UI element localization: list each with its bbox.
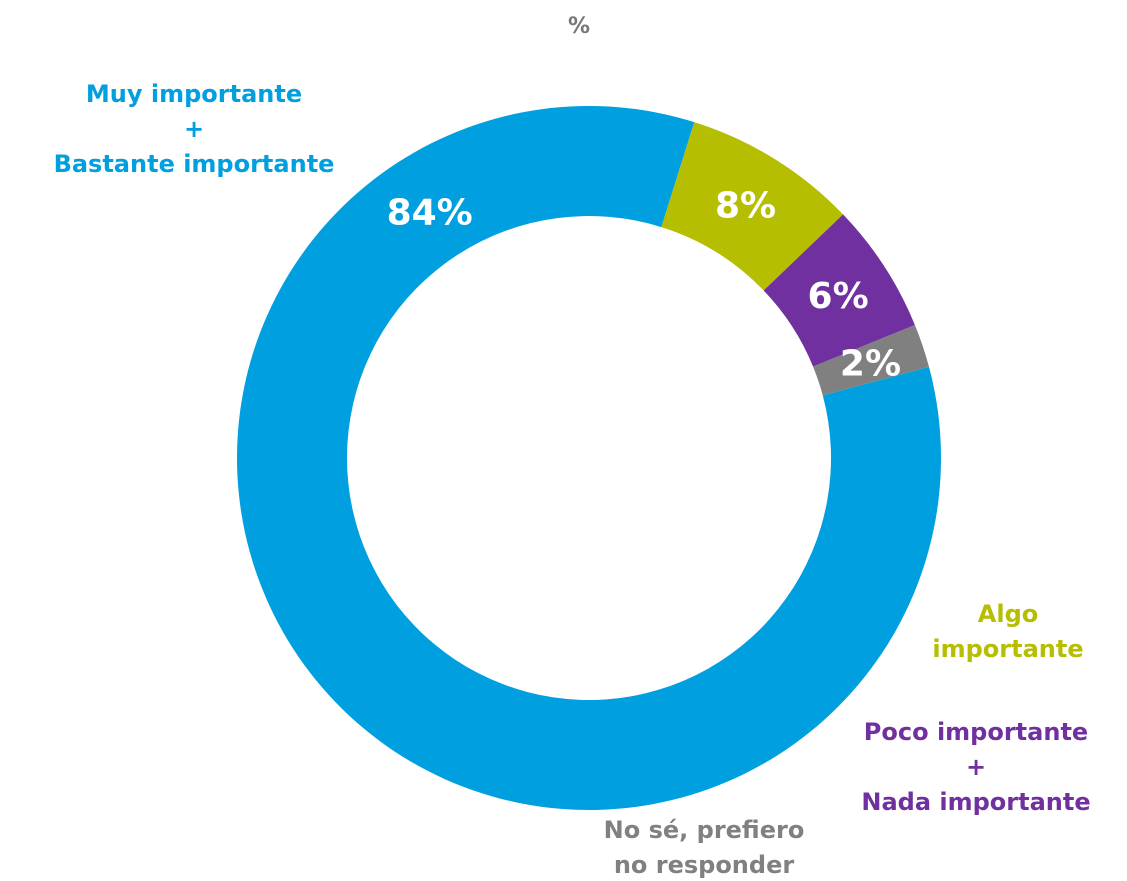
category-labels-layer: Muy importante + Bastante importante Algo im… <box>54 80 1091 879</box>
chart-title: % <box>568 14 590 39</box>
category-label-2-line-2: Nada importante <box>861 788 1090 816</box>
category-label-2-line-1: + <box>966 753 986 781</box>
slices-layer <box>237 106 942 810</box>
value-labels-layer: 84% 8% 6% 2% <box>387 186 901 385</box>
value-label-3: 2% <box>840 343 901 384</box>
value-label-1: 8% <box>715 186 776 227</box>
value-label-2: 6% <box>808 276 869 317</box>
category-label-0-line-0: Muy importante <box>86 80 302 108</box>
category-label-1-line-0: Algo <box>978 600 1038 628</box>
category-label-3-line-1: no responder <box>614 851 795 879</box>
slice-2 <box>763 214 915 367</box>
slice-1 <box>661 122 844 291</box>
category-label-0-line-1: + <box>184 115 204 143</box>
category-label-0-line-2: Bastante importante <box>54 150 335 178</box>
slice-3 <box>813 325 930 396</box>
value-label-0: 84% <box>387 193 473 234</box>
category-label-2-line-0: Poco importante <box>864 718 1088 746</box>
slice-0 <box>237 106 942 810</box>
category-label-1-line-1: importante <box>932 635 1083 663</box>
category-label-3-line-0: No sé, prefiero <box>604 816 805 844</box>
